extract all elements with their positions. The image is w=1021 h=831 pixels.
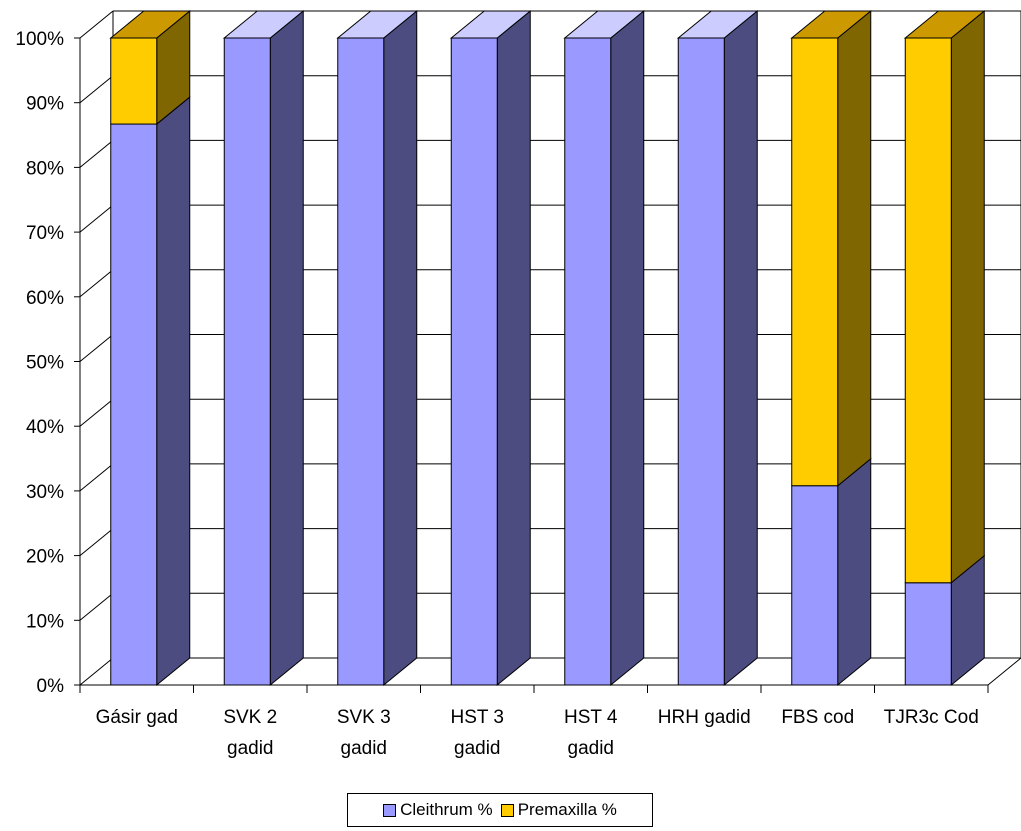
legend-swatch-premaxilla — [500, 803, 514, 817]
x-tick-label: SVK 3 — [337, 707, 391, 728]
y-tick-label: 90% — [26, 94, 64, 115]
bar-cleithrum-side — [723, 9, 758, 687]
bar-premaxilla — [791, 37, 839, 487]
bar-cleithrum — [904, 582, 952, 686]
y-tick-label: 100% — [15, 29, 64, 50]
x-tick-label: gadid — [568, 738, 615, 759]
side-wall-gridline — [79, 10, 114, 39]
bar-top-face — [563, 10, 646, 39]
bar-premaxilla — [110, 37, 158, 125]
side-wall-gridline — [79, 334, 114, 362]
x-tick-label: HST 3 — [450, 707, 504, 728]
side-wall-gridline — [79, 398, 114, 427]
legend-item-premaxilla: Premaxilla % — [500, 800, 617, 820]
x-tick-label: TJR3c Cod — [884, 707, 979, 728]
x-tick-label: Gásir gad — [96, 707, 178, 728]
chart-plot: 0% 10% 20% 30% 40% 50% 60% 70% 80% 90% 100% Gásir g… — [15, 9, 1021, 759]
bar-cleithrum-side — [269, 9, 304, 687]
bar-cleithrum — [223, 37, 271, 686]
x-tick-label: gadid — [454, 738, 501, 759]
x-tick-label: FBS cod — [781, 707, 854, 728]
bar-cleithrum-side — [837, 457, 872, 687]
bar-cleithrum-side — [496, 9, 531, 687]
x-tick-label: HST 4 — [564, 707, 618, 728]
side-wall-gridline — [79, 528, 114, 556]
bar-top-face — [222, 10, 305, 39]
bar-top-face — [903, 10, 986, 39]
bar-top-face — [449, 10, 532, 39]
y-tick-label: 70% — [26, 223, 64, 244]
bar-cleithrum — [450, 37, 498, 686]
bar-cleithrum-side — [383, 9, 418, 687]
bar-top-face — [336, 10, 419, 39]
bar-premaxilla — [904, 37, 952, 584]
bar-premaxilla-side — [837, 9, 872, 487]
y-tick-label: 60% — [26, 288, 64, 309]
side-wall-gridline — [79, 204, 114, 233]
y-tick-label: 0% — [37, 676, 65, 697]
bar-cleithrum-side — [156, 95, 191, 687]
x-tick-label: HRH gadid — [658, 707, 751, 728]
bar-cleithrum — [337, 37, 385, 686]
side-wall-gridline — [79, 269, 114, 298]
x-tick-label: SVK 2 — [223, 707, 277, 728]
bar-premaxilla-side — [950, 9, 985, 584]
y-tick-label: 50% — [26, 353, 64, 374]
legend: Cleithrum % Premaxilla % — [347, 793, 653, 827]
bar-cleithrum-side — [610, 9, 645, 687]
side-wall-gridline — [79, 463, 114, 492]
y-tick-label: 80% — [26, 158, 64, 179]
legend-label-cleithrum: Cleithrum % — [400, 800, 493, 819]
bar-top-face — [676, 10, 759, 39]
legend-swatch-cleithrum — [383, 803, 397, 817]
side-wall-gridline — [79, 75, 114, 104]
legend-label-premaxilla: Premaxilla % — [517, 800, 617, 819]
bar-top-face — [790, 10, 873, 39]
x-tick-label: gadid — [227, 738, 274, 759]
x-tick-label: gadid — [341, 738, 388, 759]
floor-right-edge — [987, 657, 1021, 686]
side-wall-gridline — [79, 592, 114, 621]
bar-cleithrum — [791, 485, 839, 686]
legend-item-cleithrum: Cleithrum % — [383, 800, 493, 820]
y-tick-label: 20% — [26, 547, 64, 568]
side-wall-gridline — [79, 140, 114, 168]
side-wall-gridline — [79, 657, 114, 686]
y-tick-label: 30% — [26, 482, 64, 503]
bar-cleithrum — [677, 37, 725, 686]
bar-top-face — [109, 10, 192, 39]
bar-cleithrum — [564, 37, 612, 686]
bar-cleithrum — [110, 123, 158, 686]
y-tick-label: 10% — [26, 611, 64, 632]
y-tick-label: 40% — [26, 417, 64, 438]
